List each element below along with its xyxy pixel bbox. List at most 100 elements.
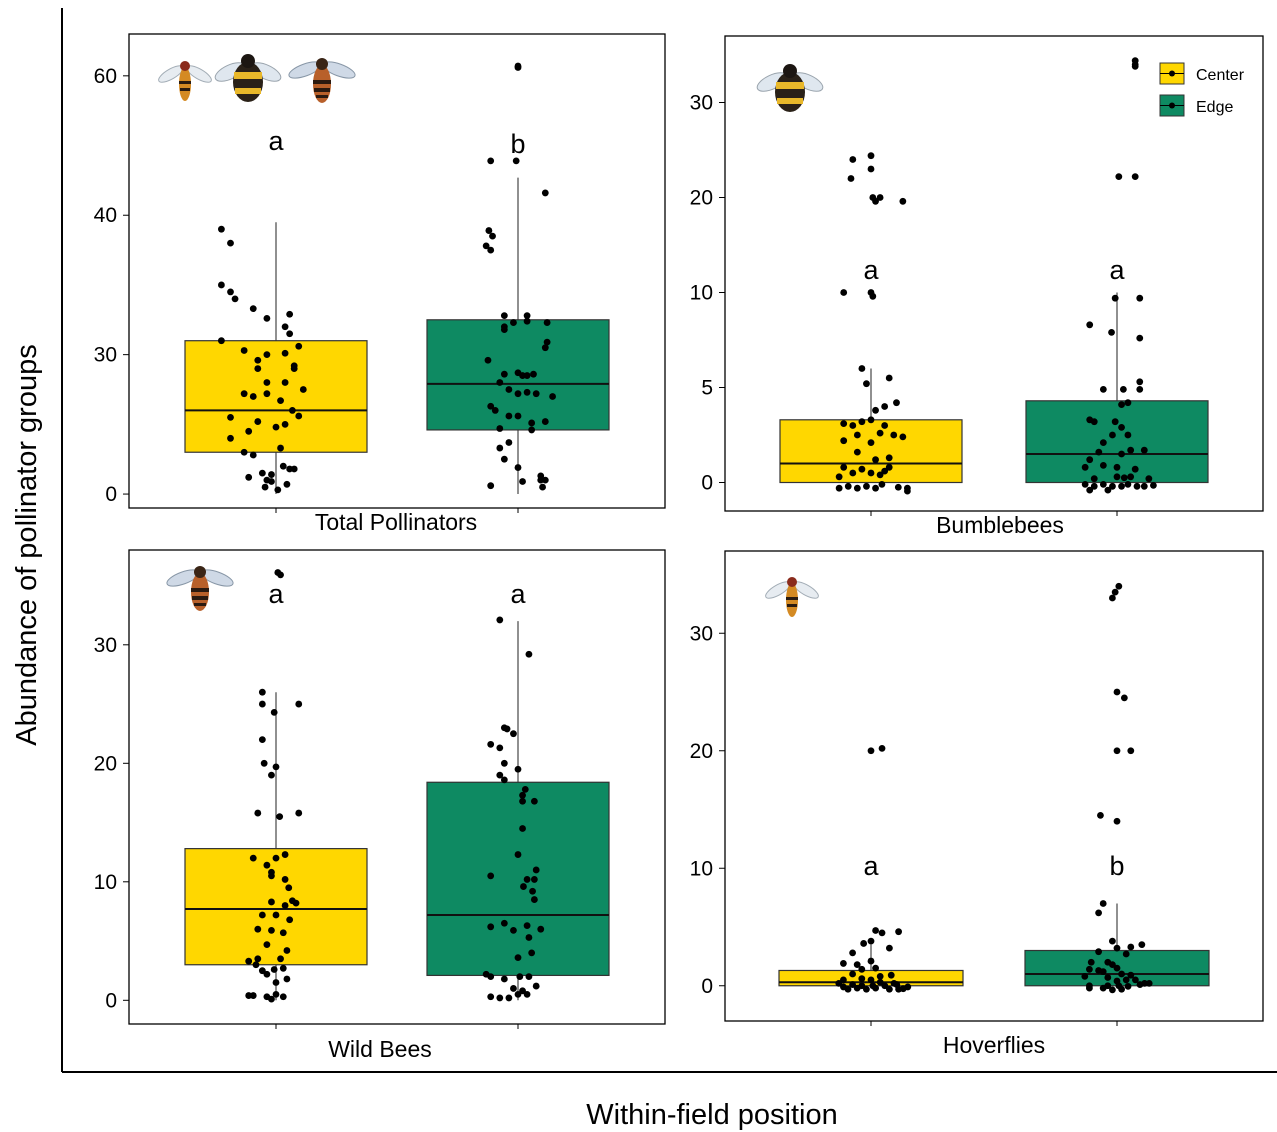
data-point xyxy=(849,156,857,163)
data-point xyxy=(904,487,911,495)
bumblebee-icon xyxy=(214,54,282,102)
significance-letter: a xyxy=(268,126,284,156)
data-point xyxy=(245,473,253,481)
data-point xyxy=(853,484,861,492)
data-point xyxy=(281,323,289,331)
data-point xyxy=(867,957,875,965)
data-point xyxy=(487,246,495,254)
data-point xyxy=(272,423,280,431)
data-point xyxy=(277,397,284,405)
data-point xyxy=(1111,418,1119,426)
data-point xyxy=(840,289,848,296)
data-point xyxy=(254,356,262,364)
data-point xyxy=(277,571,284,579)
data-point xyxy=(227,434,234,442)
data-point xyxy=(258,911,266,919)
data-point xyxy=(1141,980,1148,987)
y-ticks: 0 10 20 30 xyxy=(690,622,1118,1026)
hoverfly-icon xyxy=(765,577,819,617)
panel-title: Bumblebees xyxy=(936,512,1064,538)
data-point xyxy=(541,476,549,484)
data-point xyxy=(519,797,526,805)
wild-bee-icon xyxy=(166,566,234,611)
data-point xyxy=(853,961,861,968)
data-point xyxy=(1090,475,1098,483)
data-point xyxy=(867,165,875,173)
data-point xyxy=(1109,986,1116,994)
data-point xyxy=(885,463,893,471)
data-point xyxy=(867,152,875,160)
data-point xyxy=(288,407,296,414)
data-point xyxy=(268,478,275,485)
data-point xyxy=(272,979,280,986)
points xyxy=(835,582,1153,994)
data-point xyxy=(1118,985,1125,993)
data-point xyxy=(283,947,291,954)
data-point xyxy=(1109,431,1116,439)
data-point xyxy=(1113,817,1121,825)
data-point xyxy=(1104,486,1112,494)
data-point xyxy=(853,448,861,456)
data-point xyxy=(491,407,499,414)
data-point xyxy=(283,975,291,983)
data-point xyxy=(1086,456,1094,464)
data-point xyxy=(867,439,875,446)
data-point xyxy=(510,985,517,992)
data-point xyxy=(1109,961,1116,968)
data-point xyxy=(847,175,855,182)
data-point xyxy=(299,386,307,393)
points xyxy=(835,57,1157,495)
data-point xyxy=(876,429,884,437)
significance-letter: a xyxy=(863,255,879,285)
data-point xyxy=(867,976,875,984)
data-point xyxy=(272,763,280,771)
data-point xyxy=(858,975,866,983)
bumblebee-icon xyxy=(756,64,824,112)
data-point xyxy=(863,482,870,490)
head xyxy=(316,58,328,70)
y-tick-label: 10 xyxy=(690,282,713,305)
data-point xyxy=(520,883,527,890)
data-point xyxy=(281,902,289,909)
data-point xyxy=(541,418,549,425)
data-point xyxy=(849,970,856,978)
data-point xyxy=(1131,173,1139,181)
data-point xyxy=(519,825,526,832)
data-point xyxy=(268,898,275,906)
significance-letter: a xyxy=(863,851,879,881)
data-point xyxy=(1099,386,1107,393)
y-tick-label: 0 xyxy=(701,472,713,495)
data-point xyxy=(840,437,848,445)
data-point xyxy=(254,365,262,372)
data-point xyxy=(876,978,884,986)
data-point xyxy=(500,759,508,767)
data-point xyxy=(1086,486,1094,494)
data-point xyxy=(523,317,531,325)
data-point xyxy=(863,985,870,993)
y-ticks: 0 10 20 30 xyxy=(94,634,519,1029)
head xyxy=(194,566,206,578)
data-point xyxy=(487,402,495,410)
data-point xyxy=(514,390,522,398)
data-point xyxy=(279,993,287,1001)
wild-bee-icon xyxy=(288,58,356,103)
y-tick-label: 0 xyxy=(105,483,117,506)
data-point xyxy=(270,966,278,973)
data-point xyxy=(500,326,508,333)
panel-title: Wild Bees xyxy=(328,1036,432,1062)
data-point xyxy=(272,854,280,862)
data-point xyxy=(1136,294,1144,302)
y-tick-label: 20 xyxy=(94,752,117,775)
data-point xyxy=(840,960,847,967)
data-point xyxy=(279,462,287,470)
data-point xyxy=(1111,588,1119,596)
data-point xyxy=(1097,811,1104,819)
data-point xyxy=(263,941,271,949)
data-point xyxy=(277,955,284,963)
data-point xyxy=(523,388,531,396)
data-point xyxy=(218,281,225,289)
data-point xyxy=(1145,475,1153,483)
